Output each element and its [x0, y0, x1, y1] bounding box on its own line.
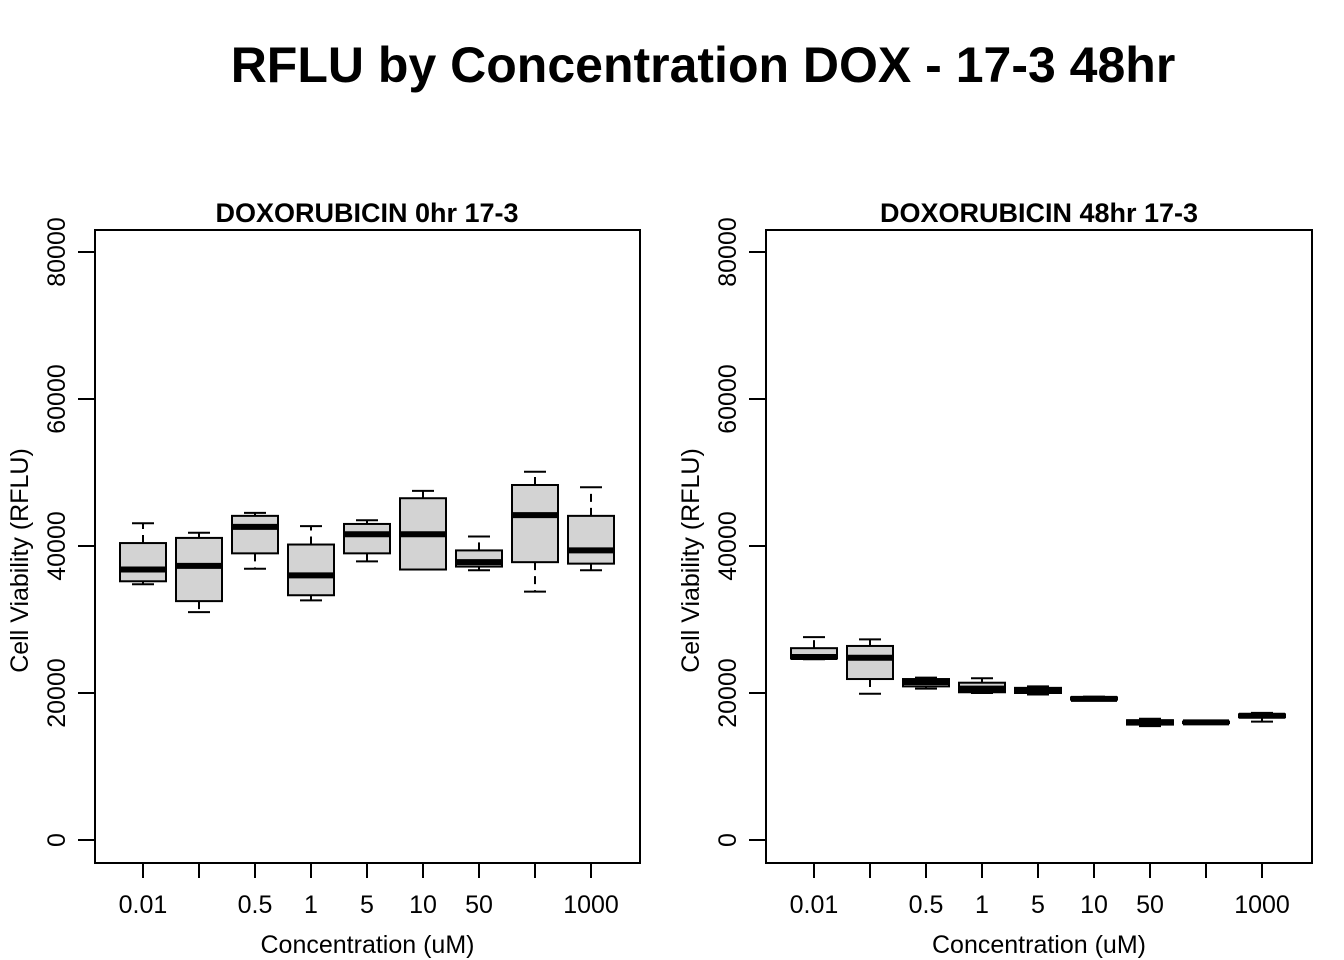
y-tick-label: 0: [43, 833, 71, 847]
box-iqr: [231, 514, 279, 555]
y-tick-label: 80000: [43, 217, 71, 287]
x-tick-label: 5: [360, 891, 374, 919]
x-tick-label: 50: [1136, 891, 1164, 919]
box-0: [119, 522, 167, 586]
box-2: [902, 676, 950, 690]
x-tick-label: 0.01: [790, 891, 839, 919]
y-tick-label: 40000: [714, 511, 742, 581]
box-8: [1238, 711, 1286, 723]
box-iqr: [175, 536, 223, 603]
box-3: [287, 525, 335, 602]
x-tick-label: 50: [465, 891, 493, 919]
y-tick-label: 80000: [714, 217, 742, 287]
y-tick-label: 60000: [43, 364, 71, 434]
panel-title: DOXORUBICIN 48hr 17-3: [880, 198, 1198, 228]
panel-doxorubicin-0hr: DOXORUBICIN 0hr 17-3 Cell Viability (RFLU…: [6, 198, 641, 959]
box-iqr: [287, 543, 335, 597]
box-1: [175, 531, 223, 614]
x-tick-label: 0.5: [238, 891, 273, 919]
y-tick-label: 40000: [43, 511, 71, 581]
panel-title: DOXORUBICIN 0hr 17-3: [215, 198, 518, 228]
x-tick-label: 1: [304, 891, 318, 919]
y-tick-label: 0: [714, 833, 742, 847]
box-iqr: [846, 644, 894, 681]
y-tick-label: 60000: [714, 364, 742, 434]
y-axis-label: Cell Viability (RFLU): [677, 448, 705, 673]
box-7: [1182, 719, 1230, 726]
x-tick-label: 0.5: [909, 891, 944, 919]
box-2: [231, 511, 279, 570]
x-tick-label: 10: [1080, 891, 1108, 919]
box-5: [1070, 695, 1118, 702]
x-tick-label: 10: [409, 891, 437, 919]
box-3: [958, 677, 1006, 694]
panel-doxorubicin-48hr: DOXORUBICIN 48hr 17-3 Cell Viability (RFL…: [677, 198, 1313, 959]
box-iqr: [119, 542, 167, 583]
box-4: [1014, 685, 1062, 696]
box-iqr: [567, 514, 615, 565]
x-axis-label: Concentration (uM): [261, 931, 475, 959]
x-tick-label: 1000: [563, 891, 619, 919]
x-axis-label: Concentration (uM): [932, 931, 1146, 959]
plot-frame: [765, 229, 1313, 864]
x-tick-label: 5: [1031, 891, 1045, 919]
box-8: [567, 486, 615, 572]
box-6: [1126, 717, 1174, 728]
box-1: [846, 638, 894, 695]
box-5: [399, 489, 447, 571]
box-iqr: [343, 522, 391, 555]
y-tick-label: 20000: [714, 658, 742, 728]
y-tick-label: 20000: [43, 658, 71, 728]
y-axis-label: Cell Viability (RFLU): [6, 448, 34, 673]
box-iqr: [511, 483, 559, 564]
x-tick-label: 1000: [1234, 891, 1290, 919]
x-tick-label: 1: [975, 891, 989, 919]
box-7: [511, 470, 559, 593]
x-tick-label: 0.01: [119, 891, 168, 919]
box-0: [790, 636, 838, 661]
box-6: [455, 535, 503, 572]
main-title: RFLU by Concentration DOX - 17-3 48hr: [231, 37, 1176, 93]
box-4: [343, 519, 391, 563]
